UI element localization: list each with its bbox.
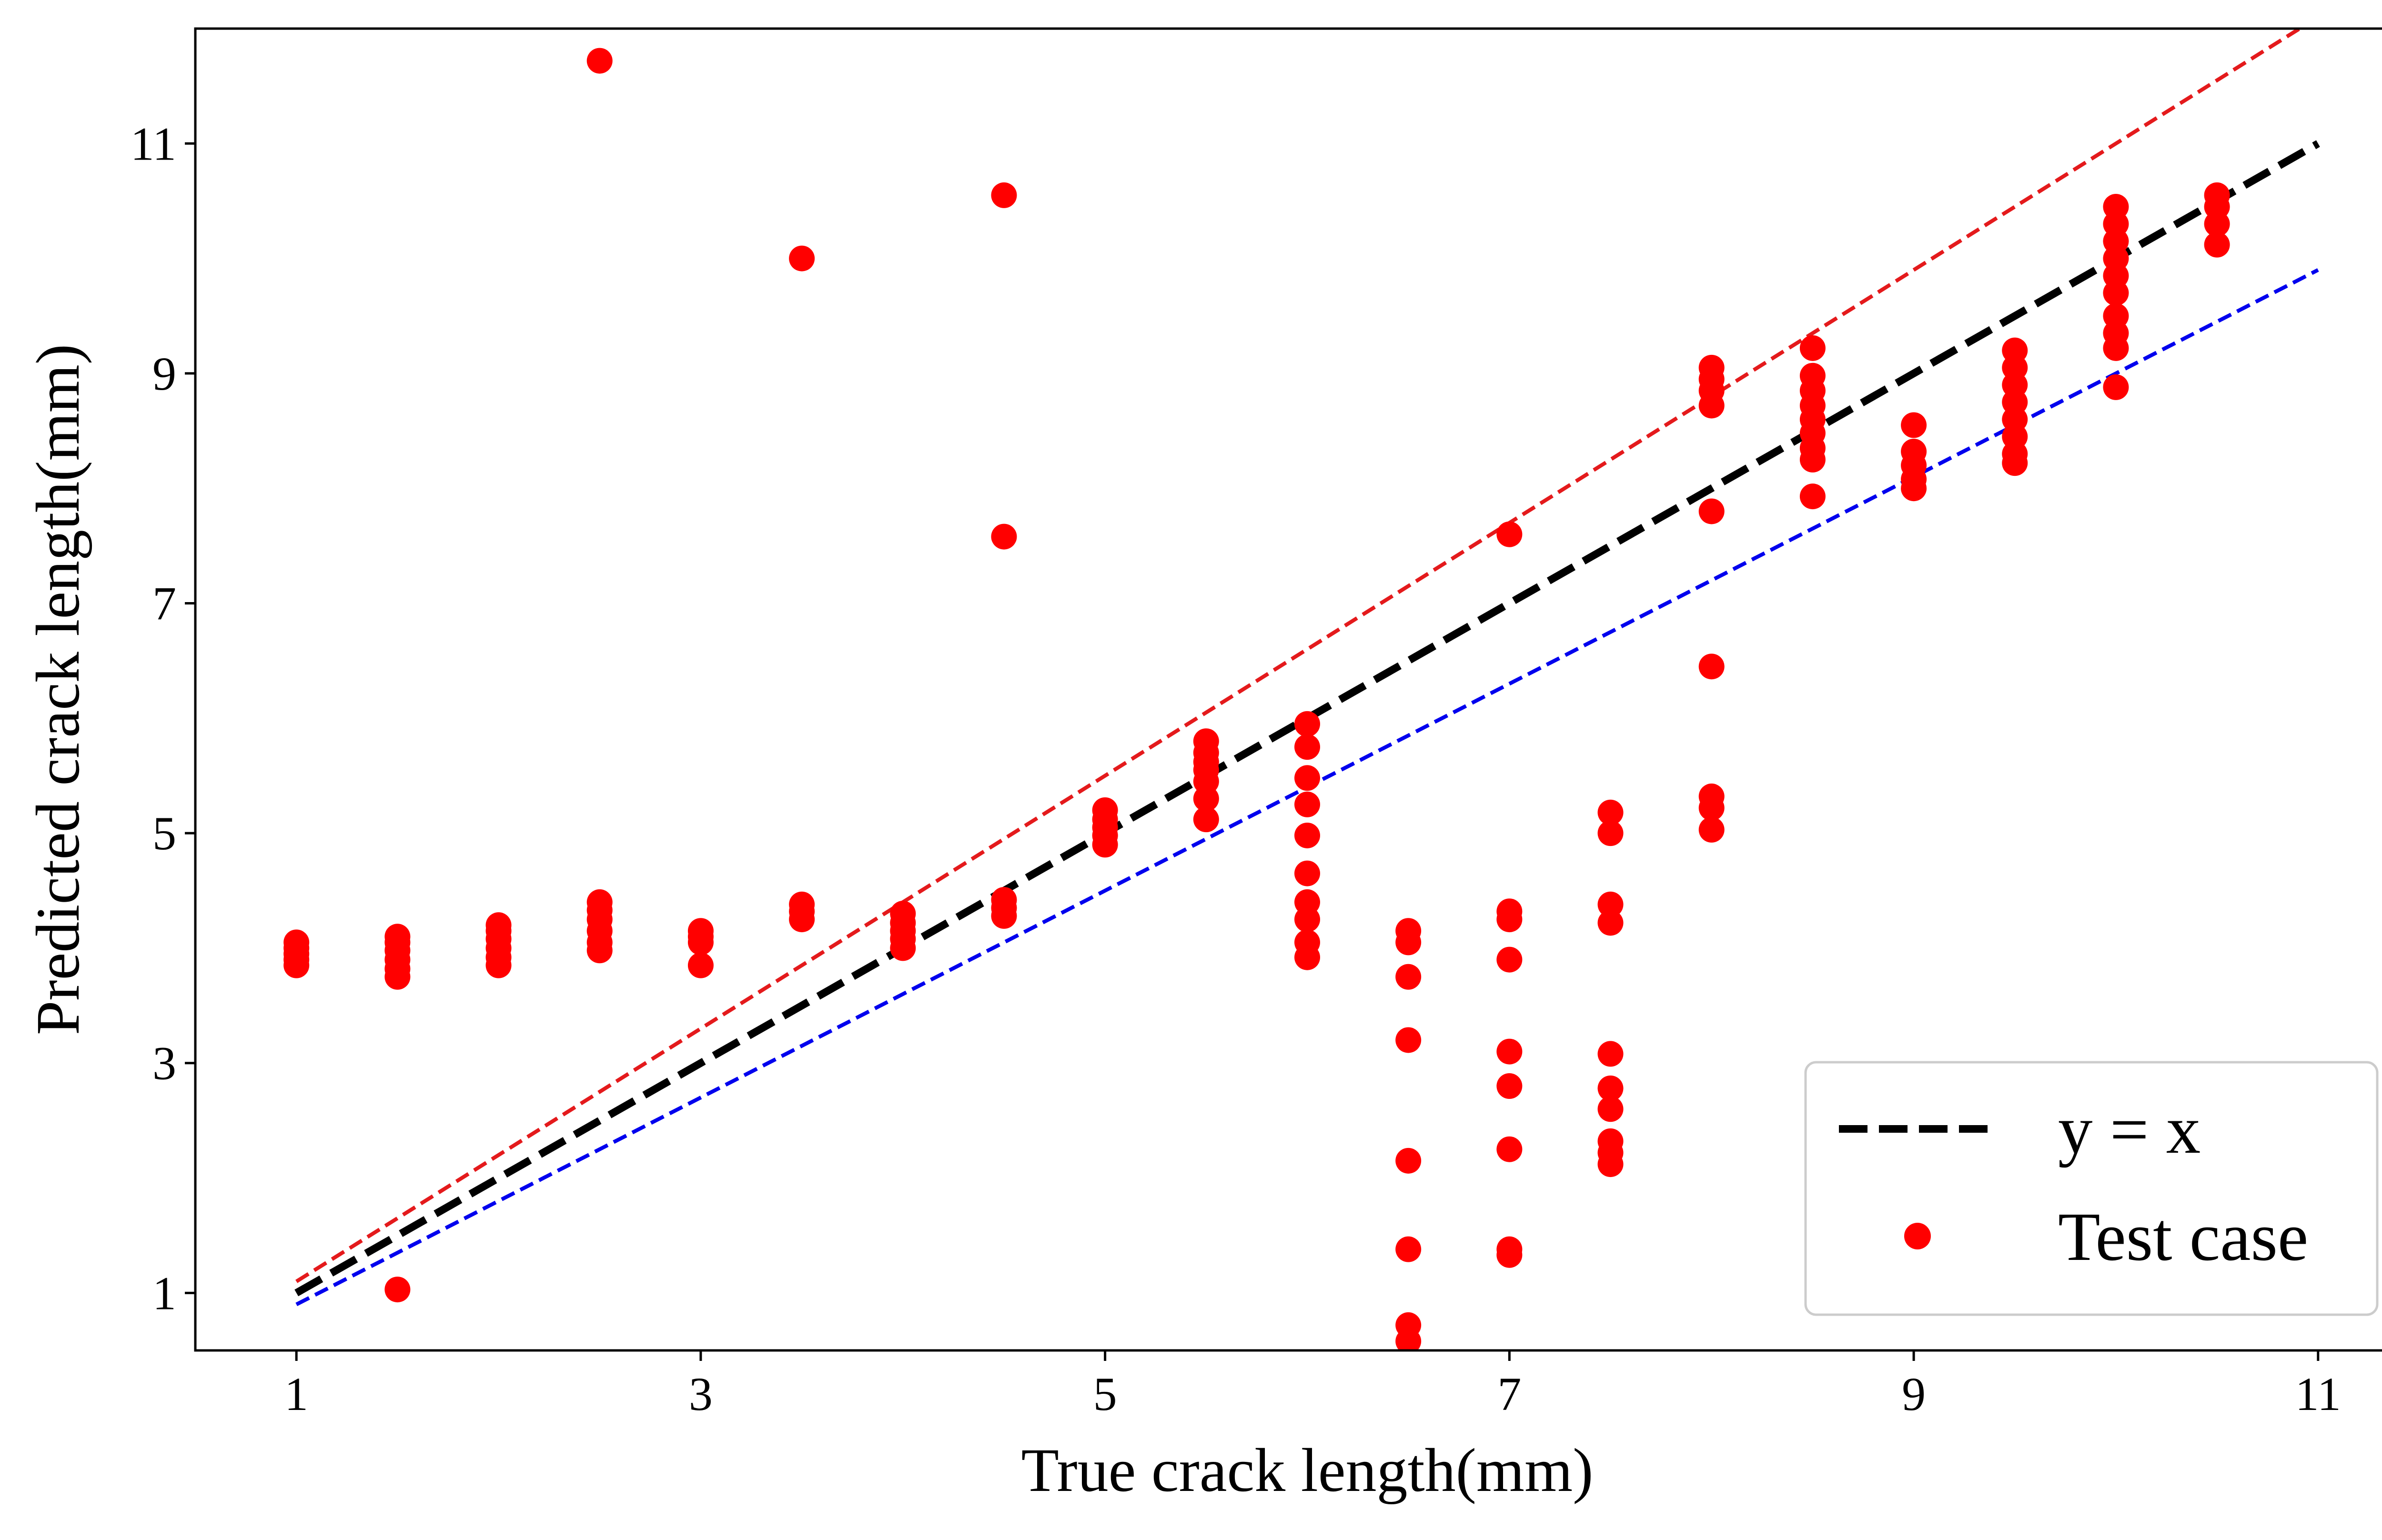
data-point (1395, 1236, 1422, 1262)
data-point (1698, 654, 1725, 680)
data-point (1597, 1151, 1624, 1178)
data-point (1597, 891, 1624, 917)
y-tick-label: 7 (152, 577, 176, 630)
data-point (1496, 1038, 1523, 1065)
legend-label-test-case: Test case (2058, 1199, 2308, 1275)
x-tick-label: 5 (1093, 1368, 1117, 1420)
data-point (1597, 1096, 1624, 1122)
data-point (1496, 906, 1523, 933)
x-tick-label: 11 (2295, 1368, 2341, 1420)
x-tick-label: 9 (1902, 1368, 1926, 1420)
data-point (1901, 475, 1927, 502)
data-point (1597, 1075, 1624, 1101)
data-point (485, 912, 512, 938)
data-point (789, 891, 815, 917)
x-tick-label: 7 (1497, 1368, 1521, 1420)
y-tick-label: 5 (152, 807, 176, 860)
data-point (1496, 1242, 1523, 1268)
y-axis-ticks: 1 3 5 7 9 11 (131, 117, 195, 1319)
data-point (1597, 799, 1624, 825)
data-point (1698, 393, 1725, 419)
x-tick-label: 3 (689, 1368, 713, 1420)
data-point (1395, 964, 1422, 990)
data-point (1294, 765, 1320, 791)
data-point (2103, 374, 2129, 400)
data-point (1395, 929, 1422, 956)
data-point (1496, 1136, 1523, 1162)
data-point (283, 929, 310, 956)
data-point (2204, 232, 2230, 258)
x-tick-label: 1 (284, 1368, 308, 1420)
data-point (687, 918, 714, 944)
data-point (586, 48, 613, 74)
data-point (2103, 280, 2129, 306)
y-tick-label: 1 (152, 1267, 176, 1319)
data-point (1092, 797, 1118, 823)
data-point (1597, 910, 1624, 936)
x-axis-ticks: 1 3 5 7 9 11 (284, 1350, 2341, 1420)
data-point (1698, 795, 1725, 821)
data-point (1597, 820, 1624, 846)
data-point (1193, 806, 1219, 833)
legend-circle-marker-sample (1904, 1223, 1931, 1249)
data-point (1395, 1328, 1422, 1350)
legend-label-y-equals-x: y = x (2058, 1092, 2200, 1168)
data-point (1496, 946, 1523, 973)
data-point (890, 901, 916, 927)
data-point (1193, 728, 1219, 755)
data-point (1294, 791, 1320, 817)
data-point (1294, 860, 1320, 886)
data-point (789, 245, 815, 272)
data-point (1799, 483, 1826, 510)
x-axis-title: True crack length(mm) (1021, 1436, 1594, 1505)
data-point (384, 924, 411, 950)
data-point (687, 952, 714, 978)
data-point (1294, 822, 1320, 848)
legend-box (1804, 1061, 2379, 1316)
data-point (1496, 1073, 1523, 1099)
data-point (1698, 816, 1725, 843)
data-point (586, 889, 613, 915)
data-point (1496, 521, 1523, 547)
y-tick-label: 3 (152, 1037, 176, 1090)
data-point (1597, 1041, 1624, 1067)
data-point (1294, 944, 1320, 970)
data-point (1799, 446, 1826, 473)
data-point (1799, 335, 1826, 361)
y-axis-title: Predicted crack length(mm) (24, 344, 92, 1035)
plot-area-frame (194, 27, 2382, 1352)
data-point (2204, 211, 2230, 237)
test-case-points (283, 48, 2230, 1350)
y-tick-label: 11 (131, 117, 176, 170)
data-point (1395, 1027, 1422, 1053)
data-point (991, 887, 1017, 913)
data-point (991, 182, 1017, 208)
data-point (2103, 335, 2129, 361)
legend: y = x Test case (1804, 1061, 2379, 1316)
data-point (2002, 450, 2028, 476)
data-point (991, 523, 1017, 550)
data-point (384, 1277, 411, 1303)
data-point (1901, 412, 1927, 438)
data-point (1395, 1147, 1422, 1174)
y-tick-label: 9 (152, 347, 176, 400)
data-point (1294, 711, 1320, 737)
data-point (1294, 734, 1320, 760)
data-point (1294, 906, 1320, 933)
data-point (1698, 498, 1725, 524)
